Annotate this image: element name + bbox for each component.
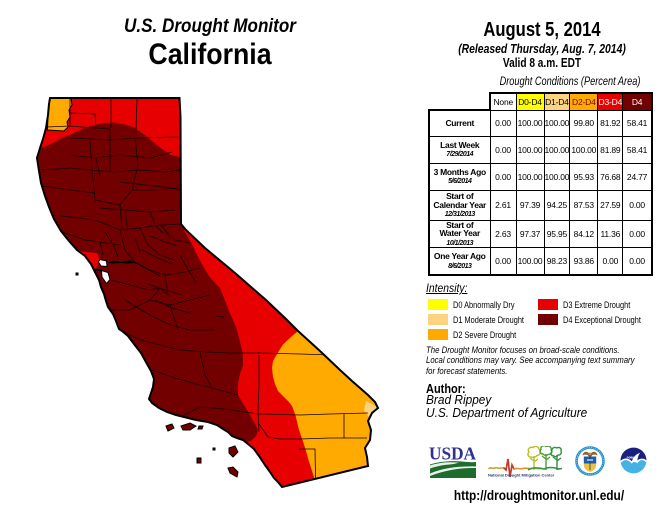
svg-text:USDA: USDA (429, 446, 476, 464)
svg-text:noaa: noaa (627, 455, 635, 459)
svg-text:National Drought Mitigation Ce: National Drought Mitigation Center (488, 473, 555, 478)
